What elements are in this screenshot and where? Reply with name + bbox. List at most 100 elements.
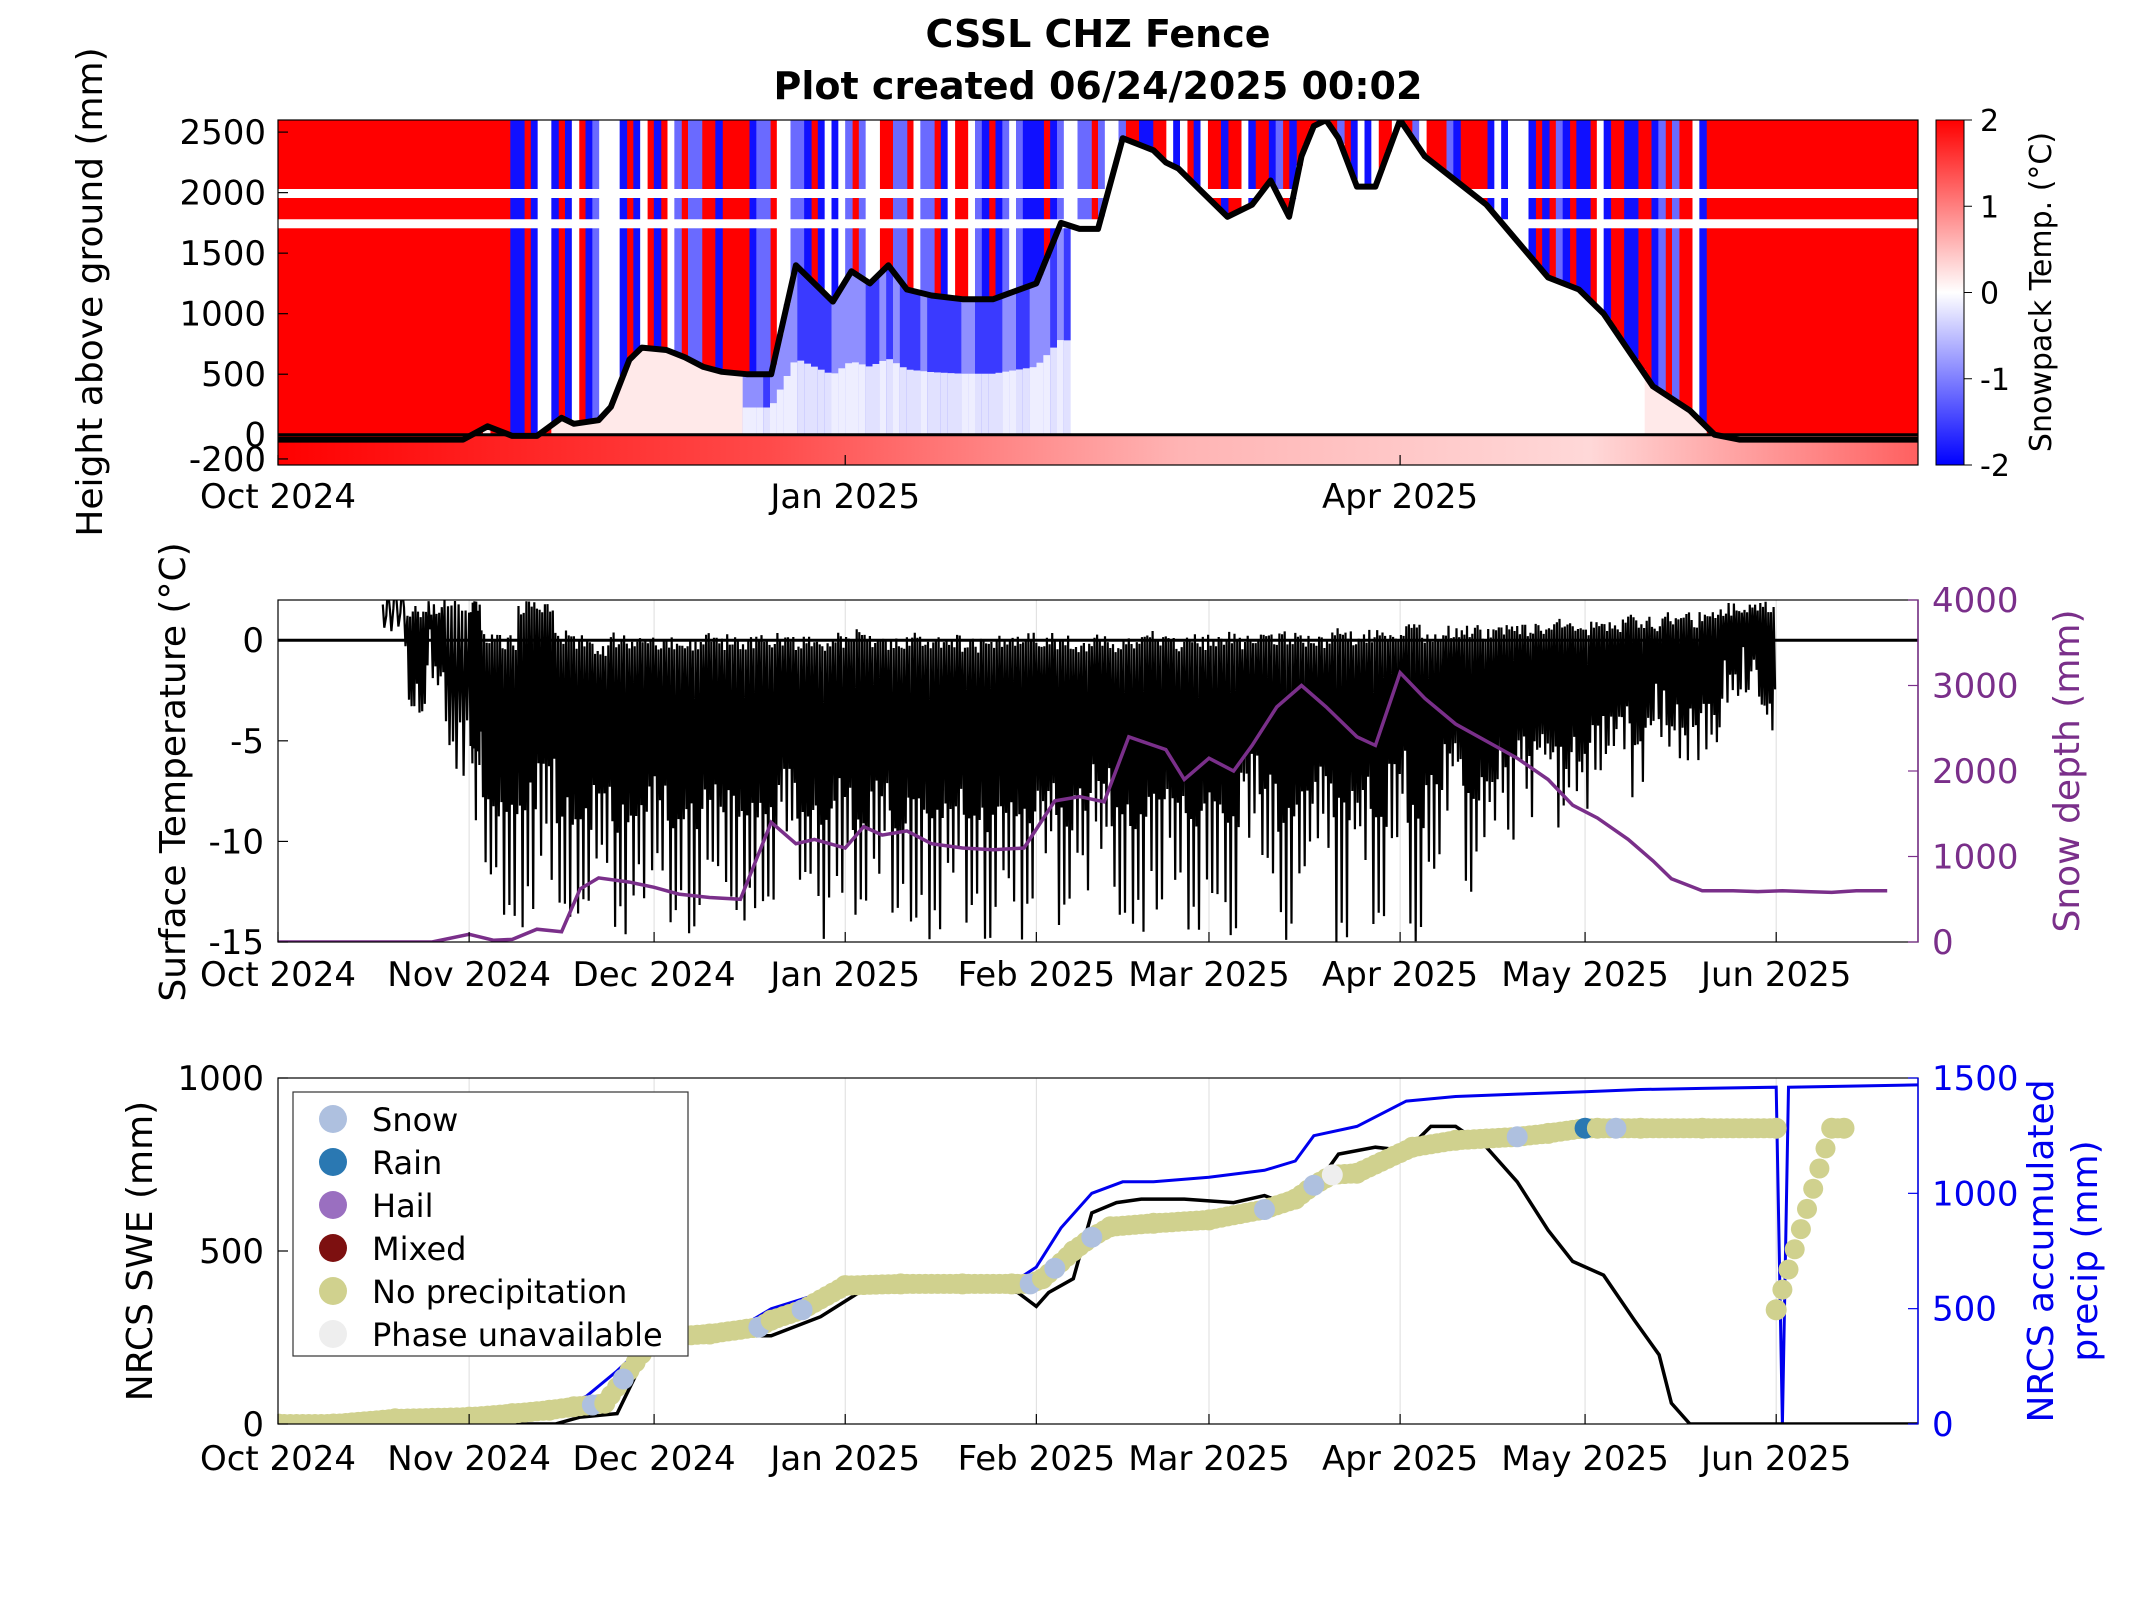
heatmap-snowpack-cell [865,282,874,435]
heatmap-air-cell [592,120,600,421]
heatmap-air-cell [694,120,703,365]
heatmap-snowpack-cell [824,372,833,435]
y-tick-label: 2000 [179,174,266,214]
heatmap-snowpack-cell [940,297,949,435]
heatmap-snowpack-cell [927,371,935,435]
heatmap-air-cell [1555,120,1564,282]
phase-point [1815,1138,1836,1159]
heatmap-snowpack-cell [817,290,826,435]
heatmap-air-cell [920,120,928,294]
heatmap-snowpack-cell [831,298,839,435]
heatmap-snowpack-cell [1590,303,1598,435]
swe-x-ticks: Oct 2024 Nov 2024 Dec 2024 Jan 2025 Feb 2025… [200,1414,1851,1479]
heatmap-snowpack-cell [804,276,812,435]
heatmap-snowpack-cell [790,362,798,435]
heatmap-snowpack-cell [1514,242,1523,435]
heatmap-air-cell [1364,120,1372,187]
phase-point [1586,1117,1608,1139]
heatmap-air-cell [1672,120,1680,402]
heatmap-snowpack-cell [1637,369,1646,435]
heatmap-air-cell [749,120,757,375]
heatmap-snowpack-cell [1617,338,1625,435]
heatmap-snowpack-cell [1535,266,1543,435]
heatmap-snowpack-cell [1016,289,1024,435]
phase-point [612,1368,634,1390]
colorbar-tick-label: 1 [1980,190,1999,225]
heatmap-snowpack-cell [1063,224,1072,435]
heatmap-snowpack-cell [1426,159,1434,435]
heatmap-air-cell [1350,120,1359,180]
x-tick-label: Mar 2025 [1128,1439,1289,1479]
y-tick-label: 0 [242,1405,264,1445]
phase-point [1691,1117,1713,1139]
heatmap-snowpack-cell [578,422,587,435]
heatmap-air-cell [1419,120,1427,154]
heatmap-air-cell [1077,120,1085,229]
heatmap-air-cell [571,120,580,424]
heatmap-snowpack-cell [995,372,1003,435]
legend-label: Hail [372,1187,433,1225]
heatmap-snowpack-cell [619,375,628,435]
heatmap-snowpack-cell [756,407,764,435]
heatmap-snowpack-cell [1624,349,1632,435]
heatmap-snowpack-cell [1022,368,1031,435]
heatmap-snowpack-cell [968,373,976,435]
heatmap-snowpack-cell [961,373,969,435]
heatmap-snowpack-cell [558,417,566,435]
heatmap-snowpack-cell [483,426,491,435]
y-tick-label: 500 [199,1232,264,1272]
y-tick-label: 3000 [1932,667,2019,707]
heatmap-snowpack-cell [913,291,921,435]
heatmap-snowpack-cell [927,295,935,435]
heatmap-air-cell [715,120,723,371]
heatmap-snowpack-cell [660,349,669,435]
heatmap-snowpack-cell [1501,226,1509,435]
chart-subtitle: Plot created 06/24/2025 00:02 [774,64,1423,108]
x-tick-label: Dec 2024 [573,1439,736,1479]
heatmap-air-cell [1501,120,1509,227]
heatmap-snowpack-cell [1180,173,1188,435]
heatmap-snowpack-cell [1644,379,1653,435]
heatmap-air-cell [1180,120,1188,174]
heatmap-air-cell [1200,120,1208,194]
heatmap-snowpack-cell [1159,159,1167,435]
heatmap-snowpack-cell [1145,148,1154,435]
y-tick-label: 1000 [1932,1174,2019,1214]
y-tick-label: -10 [208,822,264,862]
heatmap-air-cell [688,120,696,361]
colorbar-tick-label: -2 [1980,449,2010,484]
heatmap-snowpack-cell [1248,204,1256,435]
heatmap-air-cell [981,120,990,300]
heatmap-snowpack-cell [653,349,662,435]
heatmap-snowpack-cell [1077,228,1085,435]
legend-box [292,1091,689,1357]
heatmap-snowpack-cell [1651,387,1659,435]
y-tick-label: 500 [201,355,266,395]
chart-title: CSSL CHZ Fence [925,12,1270,56]
heatmap-air-cell [763,120,771,375]
heatmap-snowpack-cell [763,374,771,435]
heatmap-snowpack-cell [694,364,703,435]
legend-label: No precipitation [372,1273,627,1311]
heatmap-air-cell [1508,120,1516,235]
heatmap-air-cell [1248,120,1256,205]
heatmap-snowpack-cell [872,363,880,435]
heatmap-air-cell [1289,120,1297,200]
phase-point [501,1403,523,1424]
heatmap-snowpack-cell [1275,197,1284,435]
heatmap-snowpack-cell [592,420,600,435]
y-tick-label: 0 [1932,923,1954,963]
heatmap-air-cell [1446,120,1454,177]
heatmap-snowpack-cell [913,370,921,435]
heatmap-snowpack-cell [920,371,928,435]
heatmap-snowpack-cell [1152,152,1161,435]
heatmap-snowpack-cell [838,287,846,435]
heatmap-air-cell [940,120,949,298]
heatmap-snowpack-cell [1344,161,1352,435]
phase-point [951,1273,973,1295]
phase-point [1346,1162,1368,1184]
heatmap-snowpack-cell [647,348,655,435]
heatmap-snowpack-cell [1282,210,1290,435]
heatmap-snowpack-cell [1405,132,1413,435]
heatmap-snowpack-cell [571,423,580,435]
